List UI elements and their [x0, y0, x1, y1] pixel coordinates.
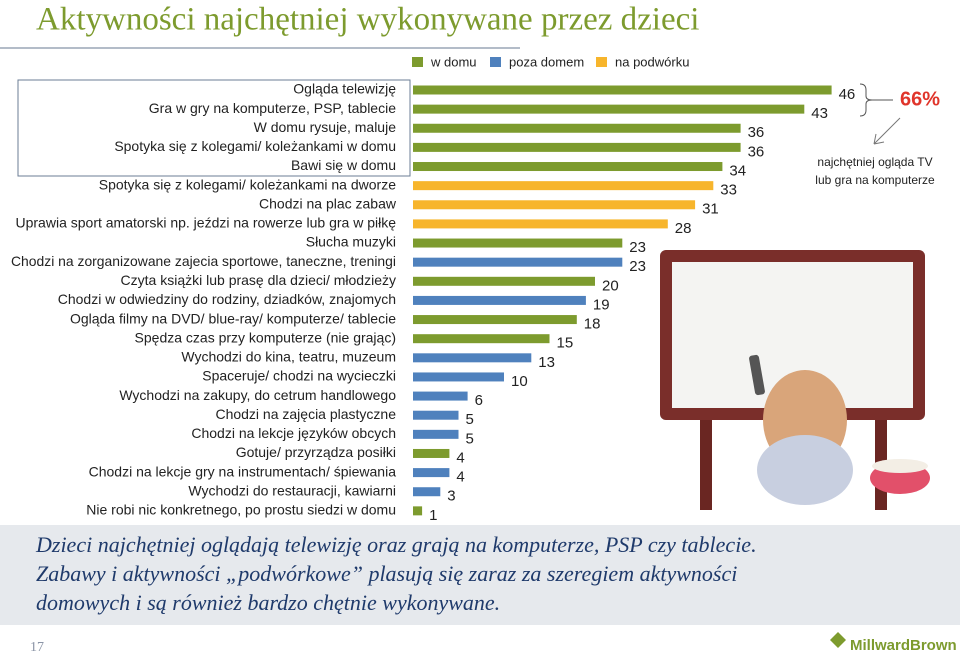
bar [413, 391, 468, 401]
popcorn [872, 459, 928, 473]
category-label: Uprawia sport amatorski np. jeździ na ro… [16, 215, 397, 231]
value-label: 46 [839, 86, 856, 103]
category-label: Spotyka się z kolegami/ koleżankami na d… [99, 176, 396, 192]
value-label: 20 [602, 277, 619, 294]
bar [413, 448, 450, 458]
bar [413, 104, 805, 114]
value-label: 13 [538, 354, 555, 371]
note: lub gra na komputerze [815, 173, 935, 187]
remote [749, 354, 765, 396]
category-label: Chodzi na lekcje gry na instrumentach/ ś… [89, 463, 397, 479]
category-label: Spaceruje/ chodzi na wycieczki [202, 368, 396, 384]
category-label: Słucha muzyki [306, 234, 396, 250]
category-label: Czyta książki lub prasę dla dzieci/ młod… [121, 272, 396, 288]
category-label: Chodzi na lekcje języków obcych [191, 425, 396, 441]
highlight-box [17, 79, 411, 177]
bar [413, 257, 623, 267]
category-label: Chodzi na zorganizowane zajecia sportowe… [11, 253, 396, 269]
illustration [650, 220, 950, 520]
category-label: Wychodzi na zakupy, do cetrum handlowego [119, 387, 396, 403]
category-label: Bawi się w domu [291, 157, 396, 173]
bar [413, 429, 459, 439]
note: najchętniej ogląda TV [817, 155, 932, 169]
bar [413, 410, 459, 420]
value-label: 6 [475, 392, 483, 409]
value-label: 5 [466, 430, 474, 447]
category-label: Ogląda filmy na DVD/ blue-ray/ komputerz… [70, 310, 396, 326]
child-body [757, 435, 853, 505]
bar [413, 487, 441, 497]
value-label: 4 [456, 449, 464, 466]
bar [413, 85, 832, 95]
summary-band [0, 525, 960, 625]
logo: MillwardBrown [850, 637, 957, 654]
bar [413, 162, 723, 172]
category-label: Nie robi nic konkretnego, po prostu sied… [86, 502, 396, 518]
bar [413, 123, 741, 133]
value-label: 18 [584, 316, 601, 333]
bar [413, 200, 696, 210]
legend-swatch [490, 57, 501, 67]
legend-swatch [596, 57, 607, 67]
bar [413, 276, 595, 286]
page-number: 17 [30, 640, 44, 655]
value-label: 36 [748, 143, 765, 160]
logo-mark [830, 632, 846, 648]
category-label: Spotyka się z kolegami/ koleżankami w do… [114, 138, 396, 154]
category-label: Wychodzi do restauracji, kawiarni [188, 482, 396, 498]
category-label: Gotuje/ przyrządza posiłki [236, 444, 396, 460]
value-label: 33 [720, 182, 737, 199]
category-label: Chodzi na zajęcia plastyczne [215, 406, 396, 422]
summary-text: domowych i są również bardzo chętnie wyk… [36, 590, 500, 615]
category-label: Chodzi na plac zabaw [259, 195, 397, 211]
bar [413, 142, 741, 152]
value-label: 28 [675, 220, 692, 237]
value-label: 23 [629, 258, 646, 275]
value-label: 3 [447, 488, 455, 505]
bar [413, 334, 550, 344]
value-label: 4 [456, 469, 464, 486]
summary-text: Dzieci najchętniej oglądają telewizję or… [35, 532, 757, 557]
summary-text: Zabawy i aktywności „podwórkowe” plasują… [36, 561, 737, 586]
bar [413, 353, 532, 363]
value-label: 15 [557, 335, 574, 352]
value-label: 5 [466, 411, 474, 428]
bar [413, 506, 423, 516]
bar [413, 295, 586, 305]
category-label: Ogląda telewizję [293, 81, 396, 97]
bar [413, 315, 577, 325]
legend-swatch [412, 57, 423, 67]
chart-title: Aktywności najchętniej wykonywane przez … [36, 2, 699, 38]
legend-label: poza domem [509, 54, 584, 69]
bar [413, 372, 504, 382]
bar [413, 468, 450, 478]
value-label: 36 [748, 124, 765, 141]
value-label: 43 [811, 105, 828, 122]
category-label: Gra w gry na komputerze, PSP, tablecie [149, 100, 396, 116]
value-label: 23 [629, 239, 646, 256]
value-label: 10 [511, 373, 528, 390]
value-label: 34 [729, 162, 746, 179]
bar [413, 181, 714, 191]
category-label: Wychodzi do kina, teatru, muzeum [181, 349, 396, 365]
annotation: 66% [900, 88, 940, 110]
legend-label: w domu [430, 54, 477, 69]
value-label: 31 [702, 201, 719, 218]
bracket [859, 83, 873, 117]
bar [413, 219, 668, 229]
bar [413, 238, 623, 248]
arrow [873, 117, 901, 145]
legend-label: na podwórku [615, 54, 689, 69]
value-label: 1 [429, 507, 437, 524]
category-label: Chodzi w odwiedziny do rodziny, dziadków… [58, 291, 396, 307]
category-label: W domu rysuje, maluje [254, 119, 397, 135]
value-label: 19 [593, 296, 610, 313]
tv-leg [700, 420, 712, 510]
category-label: Spędza czas przy komputerze (nie grając) [135, 329, 396, 345]
